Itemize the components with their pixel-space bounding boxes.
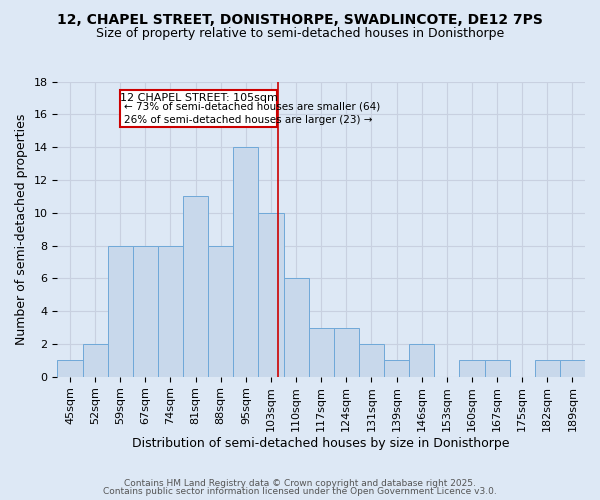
Bar <box>183 196 208 376</box>
Text: Contains HM Land Registry data © Crown copyright and database right 2025.: Contains HM Land Registry data © Crown c… <box>124 478 476 488</box>
Bar <box>158 246 183 376</box>
Bar <box>284 278 308 376</box>
Bar <box>120 90 277 128</box>
Bar <box>107 246 133 376</box>
Bar <box>308 328 334 376</box>
Text: Contains public sector information licensed under the Open Government Licence v3: Contains public sector information licen… <box>103 487 497 496</box>
Bar <box>58 360 83 376</box>
Bar <box>334 328 359 376</box>
Bar <box>409 344 434 376</box>
Text: 12 CHAPEL STREET: 105sqm: 12 CHAPEL STREET: 105sqm <box>120 93 278 103</box>
Bar <box>133 246 158 376</box>
Y-axis label: Number of semi-detached properties: Number of semi-detached properties <box>15 114 28 345</box>
Bar <box>485 360 509 376</box>
Bar <box>535 360 560 376</box>
Text: 12, CHAPEL STREET, DONISTHORPE, SWADLINCOTE, DE12 7PS: 12, CHAPEL STREET, DONISTHORPE, SWADLINC… <box>57 12 543 26</box>
Text: Size of property relative to semi-detached houses in Donisthorpe: Size of property relative to semi-detach… <box>96 28 504 40</box>
Bar <box>83 344 107 376</box>
Bar <box>460 360 485 376</box>
Bar <box>259 212 284 376</box>
Text: 26% of semi-detached houses are larger (23) →: 26% of semi-detached houses are larger (… <box>124 115 373 125</box>
X-axis label: Distribution of semi-detached houses by size in Donisthorpe: Distribution of semi-detached houses by … <box>133 437 510 450</box>
Bar <box>359 344 384 376</box>
Bar <box>208 246 233 376</box>
Bar <box>384 360 409 376</box>
Bar <box>233 147 259 376</box>
Bar <box>560 360 585 376</box>
Text: ← 73% of semi-detached houses are smaller (64): ← 73% of semi-detached houses are smalle… <box>124 101 380 111</box>
